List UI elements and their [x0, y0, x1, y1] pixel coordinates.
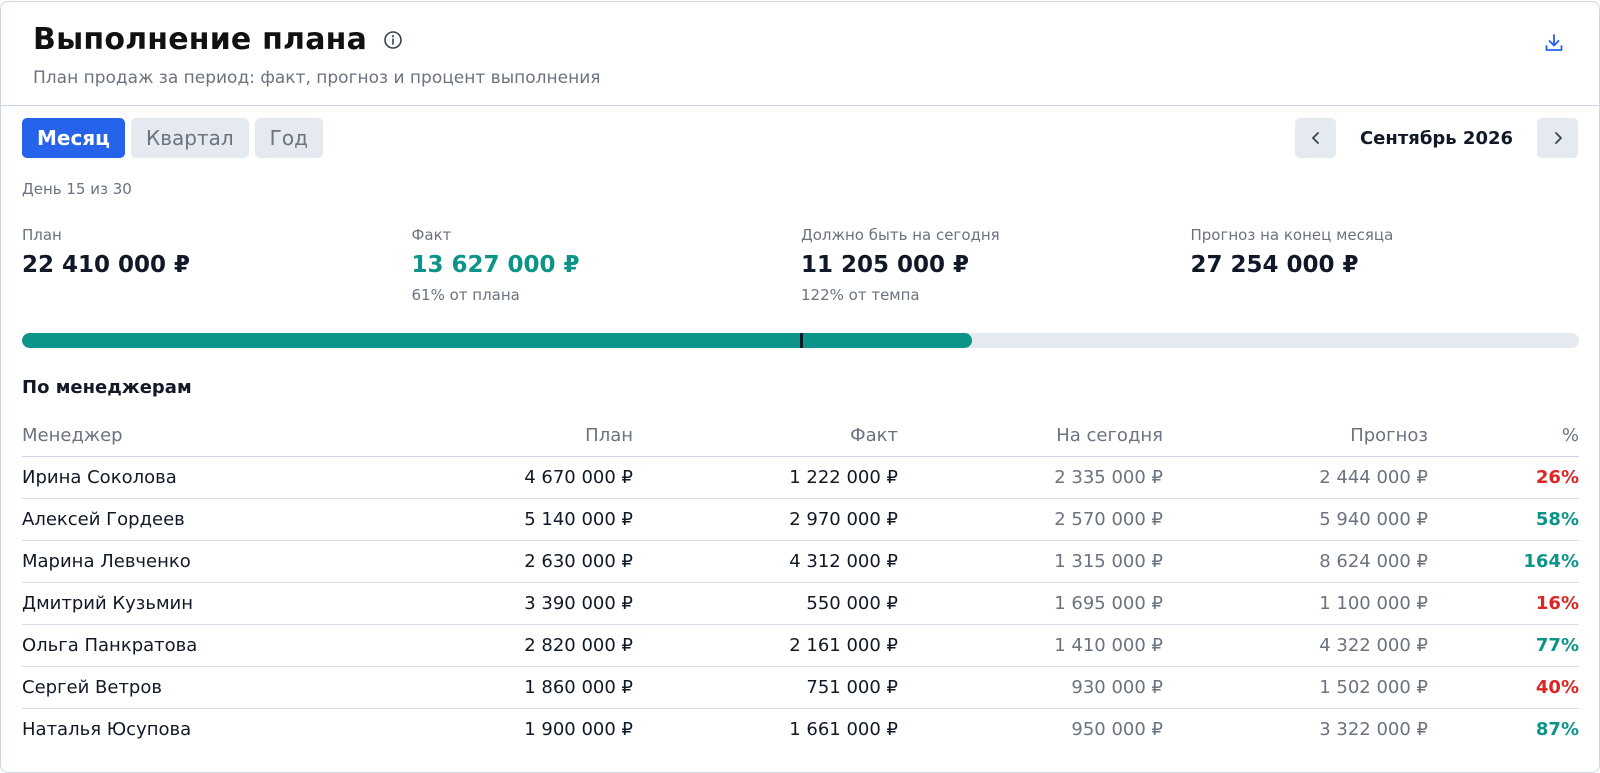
kpi-fact: Факт 13 627 000 ₽ 61% от плана [412, 226, 802, 304]
period-tabs: Месяц Квартал Год [22, 118, 323, 158]
tab-month[interactable]: Месяц [22, 118, 125, 158]
plan-cell: 5 140 000 ₽ [372, 498, 633, 541]
today-marker [799, 333, 803, 348]
forecast-cell: 2 444 000 ₽ [1163, 456, 1428, 499]
page-subtitle: План продаж за период: факт, прогноз и п… [33, 68, 601, 88]
card-header: Выполнение плана План продаж за период: … [1, 2, 1599, 106]
today-cell: 950 000 ₽ [1071, 719, 1163, 740]
chevron-left-icon [1311, 132, 1319, 144]
fact-cell: 751 000 ₽ [633, 666, 898, 709]
kpi-value: 11 205 000 ₽ [801, 252, 970, 278]
fact-cell: 4 312 000 ₽ [633, 540, 898, 583]
plan-cell: 1 900 000 ₽ [524, 719, 633, 740]
today-cell: 1 410 000 ₽ [898, 624, 1163, 667]
table-row[interactable]: Сергей Ветров 1 860 000 ₽ 751 000 ₽ 930 … [22, 666, 1579, 709]
fact-cell: 550 000 ₽ [633, 582, 898, 625]
plan-cell: 2 630 000 ₽ [372, 540, 633, 583]
manager-name: Марина Левченко [22, 540, 372, 583]
page-title: Выполнение плана [33, 22, 368, 57]
progress-fill [22, 333, 972, 348]
kpi-row: План 22 410 000 ₽ Факт 13 627 000 ₽ 61% … [22, 226, 1580, 304]
prev-period-button[interactable] [1295, 118, 1336, 158]
manager-name: Алексей Гордеев [22, 498, 372, 541]
column-header-fact[interactable]: Факт [633, 415, 898, 457]
fact-cell: 1 661 000 ₽ [789, 719, 898, 740]
forecast-cell: 3 322 000 ₽ [1319, 719, 1428, 740]
manager-name: Наталья Юсупова [22, 719, 192, 740]
column-header-manager[interactable]: Менеджер [22, 415, 372, 457]
plan-cell: 4 670 000 ₽ [372, 456, 633, 499]
percent-cell: 87% [1535, 719, 1579, 740]
plan-progress-bar [22, 333, 1579, 348]
today-cell: 1 315 000 ₽ [898, 540, 1163, 583]
section-title: По менеджерам [22, 377, 192, 398]
kpi-value: 22 410 000 ₽ [22, 252, 191, 278]
manager-name: Ольга Панкратова [22, 624, 372, 667]
column-header-percent[interactable]: % [1428, 415, 1579, 457]
percent-cell: 77% [1428, 624, 1579, 667]
title-row: Выполнение плана [33, 22, 403, 57]
column-header-forecast[interactable]: Прогноз [1163, 415, 1428, 457]
table-row[interactable]: Наталья Юсупова 1 900 000 ₽ 1 661 000 ₽ … [22, 709, 1579, 751]
current-period-label: Сентябрь 2026 [1359, 127, 1514, 149]
kpi-label: Должно быть на сегодня [801, 226, 1000, 244]
kpi-due-today: Должно быть на сегодня 11 205 000 ₽ 122%… [801, 226, 1191, 304]
plan-cell: 1 860 000 ₽ [372, 666, 633, 709]
download-icon[interactable] [1543, 32, 1565, 54]
kpi-value: 13 627 000 ₽ [411, 252, 580, 278]
percent-cell: 164% [1428, 540, 1579, 583]
percent-cell: 58% [1428, 498, 1579, 541]
forecast-cell: 5 940 000 ₽ [1163, 498, 1428, 541]
managers-table: Менеджер План Факт На сегодня Прогноз % … [22, 415, 1579, 750]
forecast-cell: 4 322 000 ₽ [1163, 624, 1428, 667]
fact-cell: 2 161 000 ₽ [633, 624, 898, 667]
column-header-today[interactable]: На сегодня [898, 415, 1163, 457]
table-row[interactable]: Дмитрий Кузьмин 3 390 000 ₽ 550 000 ₽ 1 … [22, 582, 1579, 625]
fact-cell: 1 222 000 ₽ [633, 456, 898, 499]
manager-name: Ирина Соколова [22, 456, 372, 499]
tab-year[interactable]: Год [254, 118, 323, 158]
period-navigator: Сентябрь 2026 [1295, 118, 1578, 158]
today-cell: 1 695 000 ₽ [898, 582, 1163, 625]
kpi-label: План [22, 226, 62, 244]
tab-quarter[interactable]: Квартал [131, 118, 249, 158]
kpi-label: Прогноз на конец месяца [1190, 226, 1394, 244]
plan-cell: 2 820 000 ₽ [372, 624, 633, 667]
kpi-label: Факт [411, 226, 452, 244]
column-header-plan[interactable]: План [372, 415, 633, 457]
info-icon[interactable] [383, 30, 403, 50]
today-cell: 2 570 000 ₽ [898, 498, 1163, 541]
table-row[interactable]: Алексей Гордеев 5 140 000 ₽ 2 970 000 ₽ … [22, 498, 1579, 541]
chevron-right-icon [1554, 132, 1562, 144]
plan-cell: 3 390 000 ₽ [372, 582, 633, 625]
kpi-plan: План 22 410 000 ₽ [22, 226, 412, 304]
today-cell: 2 335 000 ₽ [898, 456, 1163, 499]
manager-name: Сергей Ветров [22, 666, 372, 709]
kpi-note: 122% от темпа [801, 286, 920, 304]
day-counter: День 15 из 30 [22, 180, 132, 198]
kpi-forecast: Прогноз на конец месяца 27 254 000 ₽ [1191, 226, 1581, 304]
today-cell: 930 000 ₽ [898, 666, 1163, 709]
manager-name: Дмитрий Кузьмин [22, 582, 372, 625]
forecast-cell: 1 100 000 ₽ [1163, 582, 1428, 625]
forecast-cell: 8 624 000 ₽ [1163, 540, 1428, 583]
percent-cell: 26% [1428, 456, 1579, 499]
fact-cell: 2 970 000 ₽ [633, 498, 898, 541]
table-header-row: Менеджер План Факт На сегодня Прогноз % [22, 415, 1579, 457]
kpi-note: 61% от плана [411, 286, 520, 304]
percent-cell: 40% [1428, 666, 1579, 709]
forecast-cell: 1 502 000 ₽ [1163, 666, 1428, 709]
percent-cell: 16% [1428, 582, 1579, 625]
next-period-button[interactable] [1537, 118, 1578, 158]
table-row[interactable]: Марина Левченко 2 630 000 ₽ 4 312 000 ₽ … [22, 540, 1579, 583]
kpi-value: 27 254 000 ₽ [1190, 252, 1359, 278]
table-row[interactable]: Ирина Соколова 4 670 000 ₽ 1 222 000 ₽ 2… [22, 456, 1579, 499]
table-row[interactable]: Ольга Панкратова 2 820 000 ₽ 2 161 000 ₽… [22, 624, 1579, 667]
